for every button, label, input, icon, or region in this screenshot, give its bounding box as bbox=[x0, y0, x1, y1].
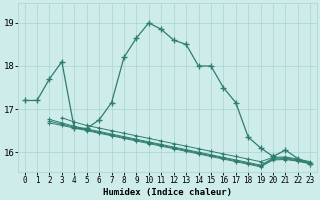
X-axis label: Humidex (Indice chaleur): Humidex (Indice chaleur) bbox=[103, 188, 232, 197]
